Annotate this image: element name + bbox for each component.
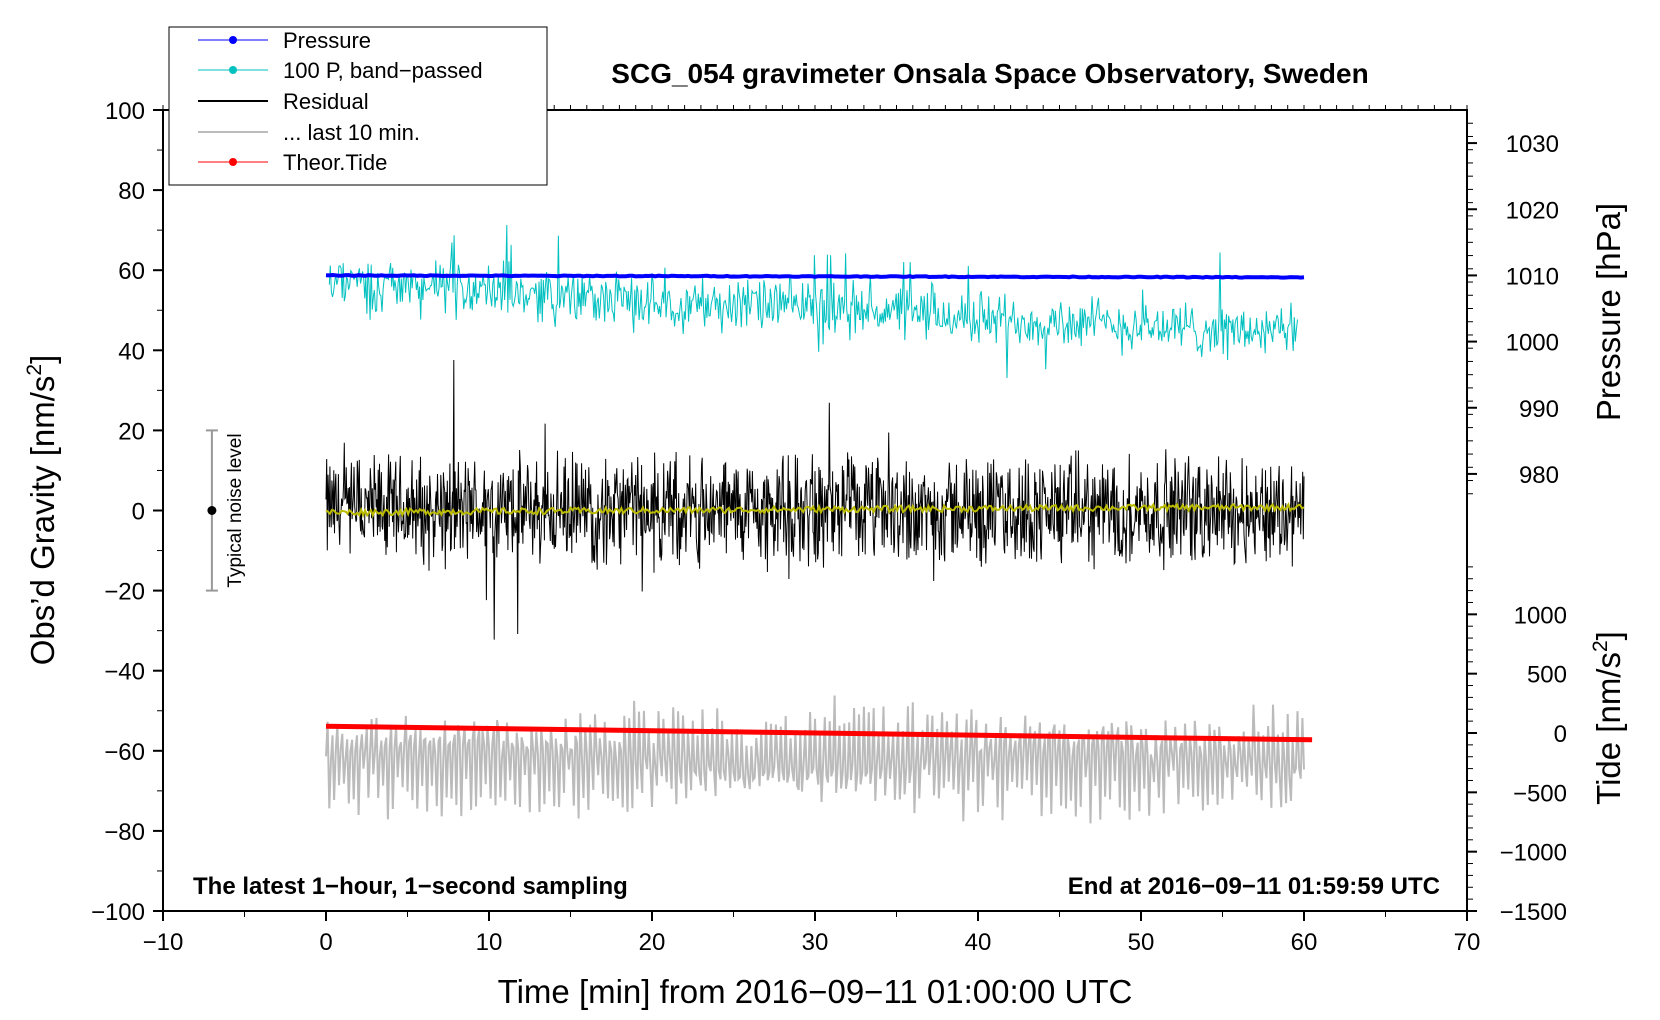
legend-label-bandpassed: 100 P, band−passed (283, 58, 483, 83)
series-theor-tide (325, 723, 1313, 743)
series-pressure (325, 272, 1305, 280)
y-tick-label: −100 (91, 899, 145, 926)
x-tick-label: 50 (1128, 929, 1155, 956)
pressure-tick-label: 1030 (1506, 131, 1559, 158)
tide-tick-label: 1000 (1514, 602, 1567, 629)
x-tick-label: 0 (319, 929, 332, 956)
pressure-tick-label: 1020 (1506, 197, 1559, 224)
tide-tick-label: −1000 (1500, 840, 1567, 867)
legend: Pressure 100 P, band−passed Residual ...… (168, 26, 548, 186)
pressure-tick-label: 1010 (1506, 263, 1559, 290)
y-tick-label: 40 (118, 338, 145, 365)
axes-ticks: −10 0 10 20 30 40 50 60 70−100−80−60−40−20020406… (91, 98, 1567, 956)
y-axis-label-left: Obs’d Gravity [nm/s2] (23, 355, 61, 666)
noise-level-dot (207, 506, 217, 515)
pressure-tick-label: 980 (1519, 462, 1559, 489)
y-tick-label: 60 (118, 258, 145, 285)
noise-level-indicator: Typical noise level (205, 429, 246, 592)
legend-label-last10: ... last 10 min. (283, 120, 420, 145)
legend-marker-pressure (229, 36, 237, 44)
series-last-10-min (325, 695, 1305, 824)
x-tick-label: 40 (965, 929, 992, 956)
y-axis-label-tide: Tide [nm/s2] (1589, 631, 1627, 805)
series-bandpassed (328, 224, 1298, 379)
legend-entry-residual: Residual (198, 89, 369, 114)
series-residual (325, 359, 1305, 640)
x-tick-label: −10 (143, 929, 184, 956)
x-tick-label: 20 (639, 929, 666, 956)
series-residual-smoothed (325, 502, 1305, 519)
y-tick-label: −60 (104, 739, 145, 766)
legend-marker-bandpassed (229, 66, 237, 74)
legend-entry-theortide: Theor.Tide (198, 150, 387, 175)
y-tick-label: −40 (104, 659, 145, 686)
y-tick-label: 80 (118, 178, 145, 205)
tide-tick-label: 0 (1554, 721, 1567, 748)
legend-label-residual: Residual (283, 89, 369, 114)
x-tick-label: 10 (476, 929, 503, 956)
legend-entry-last10: ... last 10 min. (198, 120, 420, 145)
series-layer (325, 224, 1313, 824)
pressure-tick-label: 990 (1519, 396, 1559, 423)
pressure-tick-label: 1000 (1506, 330, 1559, 357)
x-axis-label: Time [min] from 2016−09−11 01:00:00 UTC (498, 973, 1133, 1010)
annotation-end-time: End at 2016−09−11 01:59:59 UTC (1068, 873, 1440, 900)
legend-entry-pressure: Pressure (198, 28, 371, 53)
y-tick-label: −20 (104, 579, 145, 606)
tide-tick-label: −1500 (1500, 899, 1567, 926)
x-tick-label: 60 (1291, 929, 1318, 956)
y-tick-label: 100 (105, 98, 145, 125)
annotation-sampling: The latest 1−hour, 1−second sampling (193, 873, 628, 900)
y-tick-label: −80 (104, 819, 145, 846)
legend-marker-theortide (229, 158, 237, 166)
y-axis-label-pressure: Pressure [hPa] (1590, 203, 1627, 421)
legend-entry-bandpassed: 100 P, band−passed (198, 58, 483, 83)
y-tick-label: 20 (118, 418, 145, 445)
x-tick-label: 30 (802, 929, 829, 956)
tide-tick-label: 500 (1527, 662, 1567, 689)
legend-label-theortide: Theor.Tide (283, 150, 387, 175)
tide-tick-label: −500 (1513, 780, 1567, 807)
x-tick-label: 70 (1454, 929, 1481, 956)
legend-label-pressure: Pressure (283, 28, 371, 53)
y-tick-label: 0 (132, 499, 145, 526)
chart-title: SCG_054 gravimeter Onsala Space Observat… (611, 58, 1368, 89)
noise-level-label: Typical noise level (225, 433, 246, 587)
